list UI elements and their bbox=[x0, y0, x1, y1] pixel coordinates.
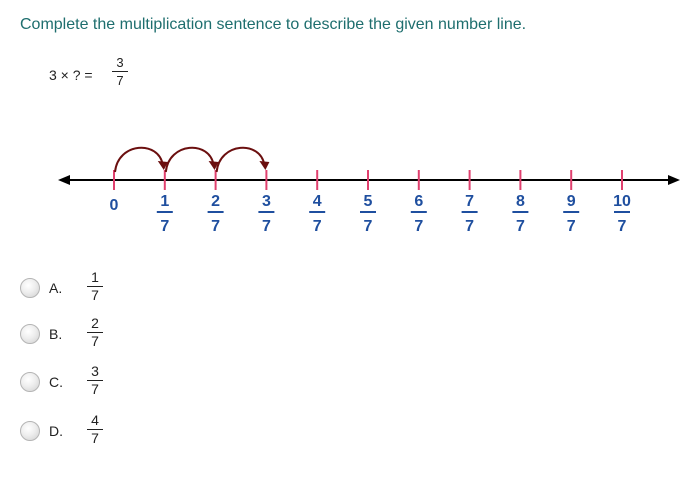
tick-label-denominator: 7 bbox=[211, 218, 220, 235]
tick-label-denominator: 7 bbox=[618, 218, 627, 235]
choice-b-numerator: 2 bbox=[91, 315, 99, 331]
tick-label-denominator: 7 bbox=[160, 218, 169, 235]
choice-d-numerator: 4 bbox=[91, 412, 99, 428]
tick-label-denominator: 7 bbox=[567, 218, 576, 235]
tick-label-numerator: 4 bbox=[313, 193, 322, 210]
tick-label-numerator: 1 bbox=[160, 193, 169, 210]
jump-arrowhead-icon bbox=[157, 161, 168, 170]
choice-a-fraction: 1 7 bbox=[87, 270, 103, 303]
tick-label-denominator: 7 bbox=[313, 218, 322, 235]
choice-c-denominator: 7 bbox=[91, 381, 99, 397]
jump-arc bbox=[164, 146, 215, 173]
tick-label-numerator: 6 bbox=[414, 193, 423, 210]
number-line: 0 1 7 2 7 3 7 4 7 5 7 6 7 7 7 8 7 9 7 10 7 bbox=[58, 146, 680, 235]
choice-d-fraction: 4 7 bbox=[87, 413, 103, 446]
choice-a-numerator: 1 bbox=[91, 269, 99, 285]
tick-label-numerator: 7 bbox=[465, 193, 474, 210]
choice-a-denominator: 7 bbox=[91, 287, 99, 303]
fraction-bar bbox=[87, 380, 103, 381]
tick-label-denominator: 7 bbox=[364, 218, 373, 235]
choice-b-denominator: 7 bbox=[91, 333, 99, 349]
left-arrow-icon bbox=[58, 175, 70, 185]
fraction-bar bbox=[87, 286, 103, 287]
fraction-bar bbox=[112, 71, 128, 72]
choice-b-fraction: 2 7 bbox=[87, 316, 103, 349]
choice-c-numerator: 3 bbox=[91, 363, 99, 379]
right-arrow-icon bbox=[668, 175, 680, 185]
tick-label-numerator: 2 bbox=[211, 193, 220, 210]
tick-label-denominator: 7 bbox=[262, 218, 271, 235]
jump-arrowhead-icon bbox=[208, 161, 219, 170]
choice-b-radio[interactable] bbox=[20, 324, 40, 344]
tick-label-denominator: 7 bbox=[414, 218, 423, 235]
choice-d-radio[interactable] bbox=[20, 421, 40, 441]
tick-label-numerator: 3 bbox=[262, 193, 271, 210]
tick-label-denominator: 7 bbox=[465, 218, 474, 235]
fraction-bar bbox=[87, 429, 103, 430]
choice-c-letter: C. bbox=[49, 374, 63, 390]
tick-label-numerator: 10 bbox=[613, 193, 631, 210]
jump-arrowhead-icon bbox=[259, 161, 270, 170]
tick-label-zero: 0 bbox=[110, 197, 119, 214]
equation-fraction: 3 7 bbox=[112, 55, 128, 88]
tick-label-numerator: 9 bbox=[567, 193, 576, 210]
equation-denominator: 7 bbox=[116, 73, 124, 88]
jump-arc bbox=[215, 146, 266, 173]
equation-left: 3 × ? = bbox=[49, 67, 93, 83]
choice-a-letter: A. bbox=[49, 280, 63, 296]
tick-label-denominator: 7 bbox=[516, 218, 525, 235]
jump-arc bbox=[114, 146, 164, 173]
fraction-bar bbox=[87, 332, 103, 333]
choice-d-letter: D. bbox=[49, 423, 63, 439]
choice-c-fraction: 3 7 bbox=[87, 364, 103, 397]
equation-numerator: 3 bbox=[116, 55, 124, 70]
choice-b-letter: B. bbox=[49, 326, 63, 342]
choice-c-radio[interactable] bbox=[20, 372, 40, 392]
tick-label-numerator: 8 bbox=[516, 193, 525, 210]
tick-label-numerator: 5 bbox=[364, 193, 373, 210]
question-prompt: Complete the multiplication sentence to … bbox=[20, 16, 527, 33]
choice-d-denominator: 7 bbox=[91, 430, 99, 446]
choice-a-radio[interactable] bbox=[20, 278, 40, 298]
